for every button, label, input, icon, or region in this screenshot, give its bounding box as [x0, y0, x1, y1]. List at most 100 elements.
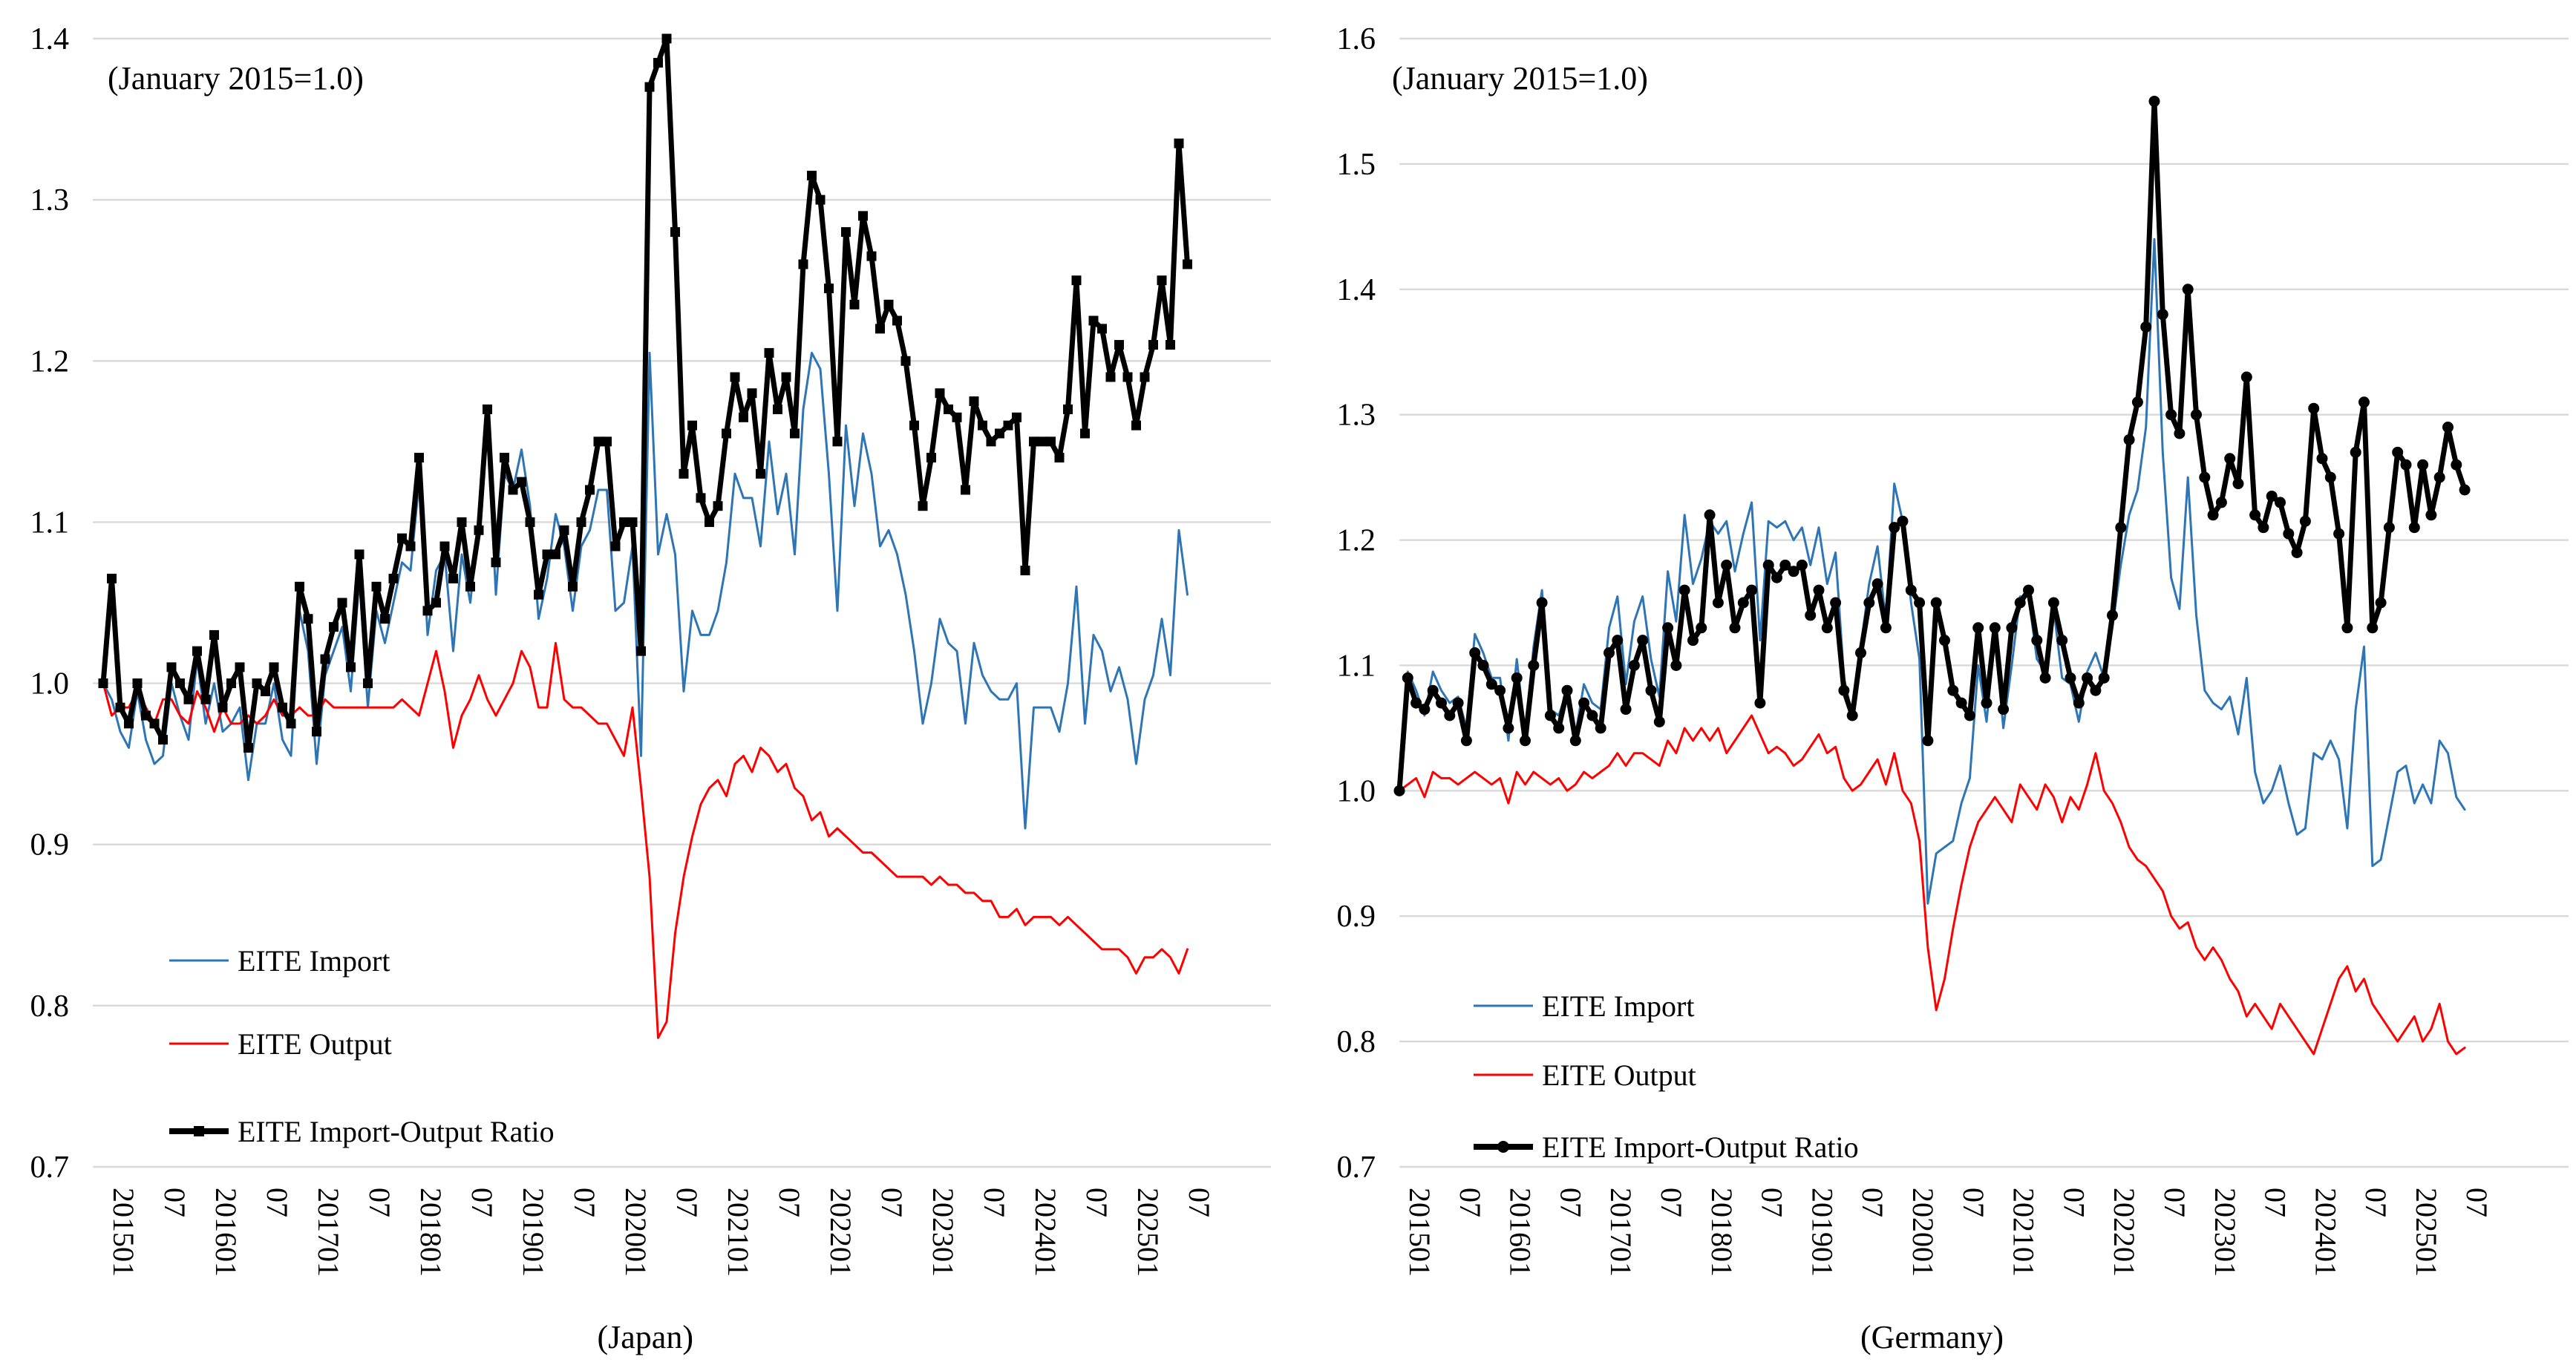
x-tick-label: 202401 [1029, 1188, 1062, 1277]
marker-square [303, 614, 313, 624]
marker-square [175, 678, 185, 689]
marker-circle [2199, 471, 2211, 483]
x-tick-label: 202101 [2007, 1188, 2041, 1277]
x-tick-label: 202201 [824, 1188, 857, 1277]
x-tick-label: 201501 [107, 1188, 140, 1277]
marker-circle [1436, 697, 1447, 709]
marker-square [371, 581, 382, 592]
marker-circle [2065, 672, 2076, 684]
x-tick-label: 07 [1454, 1188, 1487, 1217]
marker-circle [2047, 597, 2059, 609]
marker-square [414, 453, 424, 463]
marker-square [551, 549, 560, 560]
marker-square [824, 284, 834, 294]
marker-square [149, 719, 160, 729]
marker-square [670, 227, 680, 238]
marker-square [944, 404, 953, 414]
japan-chart-panel: 1.4 1.3 1.2 1.1 1.0 0.9 0.8 0.7 201501 07 201601 07… [0, 0, 1288, 1364]
x-tick-label: 202001 [1906, 1188, 1940, 1277]
x-tick-label: 07 [1183, 1188, 1216, 1217]
marker-circle [2392, 446, 2404, 458]
marker-square [1097, 324, 1107, 334]
marker-circle [2191, 409, 2202, 421]
marker-circle [1410, 697, 1422, 709]
marker-square [1148, 340, 1158, 350]
y-tick-label: 0.8 [30, 989, 70, 1024]
marker-square [132, 678, 143, 689]
marker-circle [1721, 559, 1733, 571]
marker-square [858, 211, 868, 221]
axis-title: (Germany) [1860, 1319, 2004, 1355]
marker-circle [1796, 559, 1808, 571]
marker-circle [1838, 684, 1850, 696]
marker-square [1157, 275, 1167, 286]
marker-circle [1947, 684, 1959, 696]
marker-circle [1469, 647, 1481, 659]
marker-circle [2451, 459, 2462, 471]
marker-square [995, 428, 1004, 439]
marker-circle [2383, 522, 2395, 534]
marker-square [107, 573, 117, 583]
marker-square [141, 710, 151, 721]
marker-square [679, 468, 689, 479]
marker-square [320, 654, 330, 664]
marker-square [610, 541, 621, 552]
marker-circle [2459, 484, 2471, 496]
index-annotation: (January 2015=1.0) [108, 60, 364, 96]
marker-circle [1771, 572, 1782, 583]
japan-gridlines [93, 37, 1271, 1168]
x-tick-label: 202401 [2309, 1188, 2342, 1277]
marker-square [875, 324, 885, 334]
marker-circle [1460, 735, 1472, 747]
x-tick-label: 07 [158, 1188, 192, 1217]
y-tick-label: 1.1 [1337, 649, 1376, 683]
marker-square [713, 501, 723, 511]
x-tick-label: 202501 [1131, 1188, 1165, 1277]
legend-label: EITE Import-Output Ratio [1542, 1130, 1859, 1164]
marker-square [764, 347, 774, 358]
marker-square [961, 485, 970, 495]
marker-square [653, 58, 663, 68]
marker-circle [1889, 522, 1900, 534]
marker-circle [2014, 597, 2026, 609]
marker-square [1012, 412, 1021, 422]
marker-circle [1653, 716, 1665, 727]
y-tick-label: 0.7 [30, 1151, 70, 1185]
marker-circle [1402, 672, 1413, 684]
x-tick-label: 202001 [619, 1188, 653, 1277]
japan-ratio-markers [98, 33, 1192, 753]
marker-square [1003, 420, 1013, 431]
x-tick-label: 07 [363, 1188, 396, 1217]
marker-square [585, 485, 595, 495]
marker-square [1046, 436, 1056, 447]
marker-circle [2417, 459, 2429, 471]
marker-circle [1578, 697, 1590, 709]
marker-circle [1485, 678, 1497, 690]
y-tick-label: 0.7 [1337, 1151, 1376, 1185]
marker-square [866, 251, 877, 261]
x-tick-label: 07 [670, 1188, 704, 1217]
marker-square [1114, 340, 1124, 350]
marker-square [661, 33, 672, 44]
marker-square [312, 727, 321, 737]
marker-circle [2006, 622, 2018, 634]
marker-square [1183, 259, 1192, 269]
germany-series-line-1 [1398, 714, 2466, 1056]
marker-square [542, 549, 552, 560]
marker-square [465, 581, 475, 592]
y-tick-label: 0.9 [1337, 900, 1376, 934]
marker-square [329, 622, 339, 632]
x-tick-label: 201801 [414, 1188, 448, 1277]
japan-series-line-2 [100, 36, 1190, 750]
marker-circle [1393, 785, 1405, 796]
marker-circle [1604, 647, 1615, 659]
marker-square [269, 662, 279, 672]
marker-square [192, 646, 202, 656]
marker-circle [2107, 609, 2118, 621]
marker-square [457, 517, 467, 527]
marker-square [773, 404, 782, 414]
marker-circle [1696, 622, 1707, 634]
marker-circle [1569, 735, 1581, 747]
germany-ratio-markers [1393, 95, 2471, 796]
marker-circle [1989, 622, 2001, 634]
